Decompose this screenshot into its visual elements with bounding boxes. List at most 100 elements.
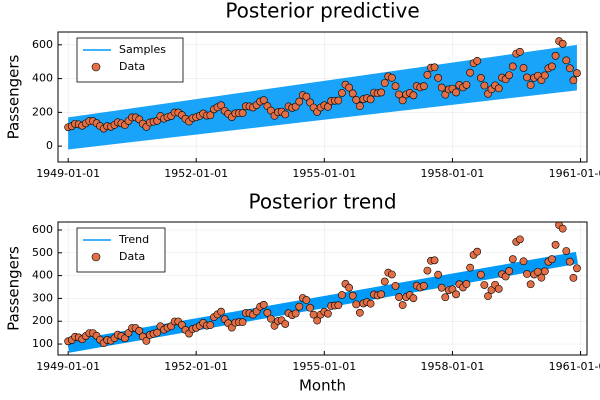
data-point: [135, 326, 144, 335]
data-point: [419, 281, 428, 290]
data-point: [217, 307, 225, 316]
data-point: [484, 292, 492, 301]
y-tick-label: 200: [32, 105, 53, 118]
data-point: [306, 303, 314, 312]
y-tick-label: 400: [32, 269, 53, 282]
data-point: [395, 293, 403, 301]
data-point: [259, 96, 268, 105]
data-point: [391, 82, 400, 91]
data-point: [551, 240, 560, 249]
data-point: [387, 270, 396, 279]
data-point: [324, 309, 332, 318]
data-point: [355, 102, 364, 111]
data-point: [313, 316, 322, 325]
x-tick-label: 1949-01-01: [36, 360, 100, 373]
data-point: [441, 293, 450, 302]
data-point: [295, 97, 304, 106]
data-point: [345, 283, 353, 292]
x-tick-label: 1961-01-01: [549, 167, 600, 180]
data-point: [153, 328, 162, 337]
data-point: [548, 255, 556, 264]
y-tick-label: 100: [32, 337, 53, 350]
data-point: [434, 270, 443, 279]
x-tick-label: 1955-01-01: [292, 360, 356, 373]
data-point: [452, 290, 460, 299]
data-point: [377, 88, 386, 97]
data-point: [338, 89, 346, 97]
data-point: [505, 71, 514, 80]
data-point: [540, 71, 549, 80]
data-point: [409, 91, 418, 100]
legend-box: [76, 227, 166, 273]
data-point: [377, 290, 386, 299]
data-point: [238, 318, 247, 327]
data-point: [398, 301, 407, 309]
data-point: [573, 69, 581, 78]
samples-band: [68, 44, 577, 150]
data-point: [476, 270, 485, 279]
frame: [57, 221, 588, 356]
data-point: [565, 64, 574, 73]
legend-marker: [91, 62, 101, 72]
legend-label: Data: [119, 250, 145, 263]
data-point: [398, 96, 407, 105]
data-point: [573, 264, 581, 273]
y-tick-label: 600: [32, 38, 53, 51]
data-point: [462, 80, 471, 89]
x-tick-label: 1961-01-01: [549, 360, 600, 373]
x-tick-label: 1955-01-01: [292, 167, 356, 180]
y-tick-label: 200: [32, 314, 53, 327]
data-point: [206, 111, 215, 120]
data-point: [558, 39, 567, 48]
x-tick-label: 1949-01-01: [36, 167, 100, 180]
data-point: [295, 302, 304, 311]
x-tick-label: 1958-01-01: [420, 167, 484, 180]
y-axis-label: Passengers: [5, 54, 23, 139]
data-point: [548, 62, 556, 71]
data-point: [508, 62, 517, 71]
data-point: [419, 82, 428, 91]
data-point: [120, 334, 129, 343]
data-point: [338, 291, 346, 299]
data-point: [565, 257, 574, 266]
data-point: [480, 281, 489, 289]
data-point: [238, 109, 247, 117]
data-point: [505, 267, 514, 275]
data-point: [523, 73, 531, 82]
data-point: [142, 336, 151, 345]
data-point: [519, 257, 528, 266]
plot-area: [64, 222, 581, 353]
data-point: [281, 320, 290, 328]
data-point: [494, 84, 503, 93]
data-point: [540, 267, 549, 276]
data-point: [380, 79, 389, 87]
data-point: [515, 47, 524, 56]
data-point: [434, 74, 443, 82]
data-point: [569, 76, 578, 85]
data-point: [466, 263, 474, 272]
data-point: [324, 102, 332, 111]
data-point: [348, 89, 357, 98]
data-point: [348, 291, 357, 300]
data-point: [452, 88, 460, 97]
data-point: [423, 266, 432, 275]
data-point: [366, 299, 375, 308]
data-point: [345, 83, 353, 92]
data-point: [480, 81, 489, 90]
data-point: [473, 56, 482, 65]
data-point: [423, 70, 432, 79]
y-tick-label: 300: [32, 291, 53, 304]
data-point: [302, 92, 311, 101]
data-point: [366, 95, 375, 104]
data-point: [281, 110, 290, 119]
chart-title: Posterior predictive: [225, 0, 419, 23]
data-point: [387, 73, 396, 82]
data-point: [562, 56, 571, 65]
data-point: [334, 301, 343, 310]
data-point: [508, 255, 517, 264]
data-point: [206, 321, 215, 330]
chart-title: Posterior trend: [248, 190, 396, 214]
frame: [57, 31, 588, 163]
legend-marker: [91, 252, 101, 262]
